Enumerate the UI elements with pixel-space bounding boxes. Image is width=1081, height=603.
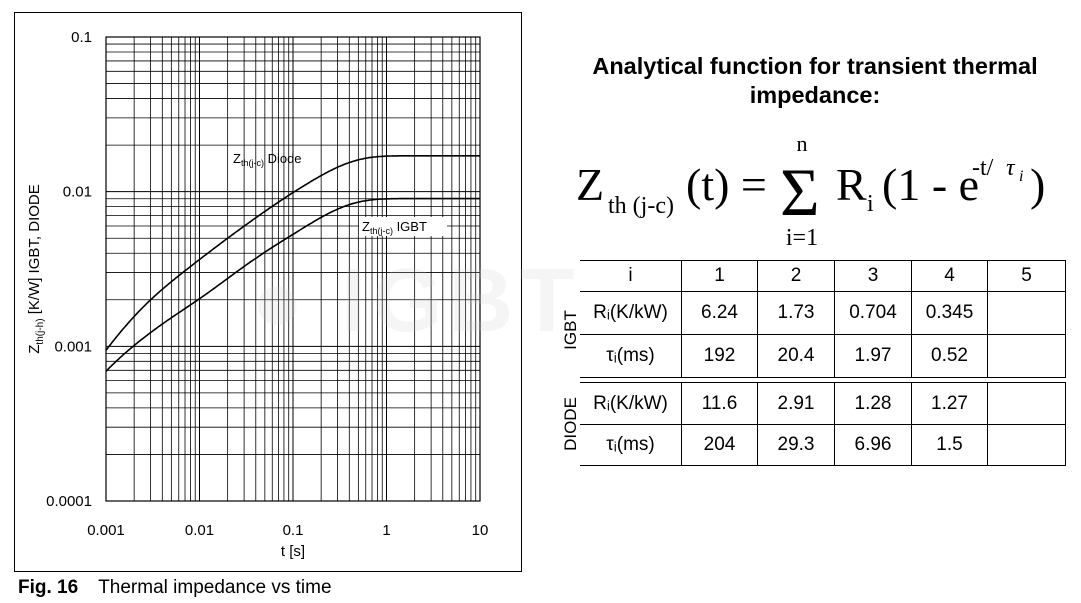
table-cell: 20.4 (757, 334, 835, 378)
table-row: Rᵢ(K/kW) 6.24 1.73 0.704 0.345 (580, 291, 1066, 335)
y-tick-label: 0.001 (54, 338, 92, 355)
x-axis-label: t [s] (281, 543, 305, 560)
figure-label: Fig. 16 (18, 577, 79, 598)
table-cell: 192 (681, 334, 758, 378)
table-cell (987, 291, 1066, 335)
table-cell: 1.27 (911, 382, 988, 425)
table-header-cell: 4 (911, 260, 988, 292)
formula-sigma: Σ (780, 154, 820, 230)
x-tick-label: 0.001 (87, 522, 125, 539)
x-tick-label: 1 (382, 522, 390, 539)
y-tick-label: 0.01 (63, 184, 92, 201)
formula-sum-top: n (797, 135, 808, 156)
formula-r: R (836, 159, 867, 210)
series-label: Zth(j-c) Diode (233, 151, 302, 168)
thermal-impedance-chart: 0.001 0.01 0.1 1 10 0.1 0.01 0.001 0.0001 t [s] Zt… (26, 29, 489, 560)
table-cell: 0.345 (911, 291, 988, 335)
row-label: τᵢ(ms) (580, 334, 682, 378)
row-label: τᵢ(ms) (580, 424, 682, 466)
table-cell: 11.6 (681, 382, 758, 425)
formula-sum-bottom: i=1 (786, 225, 818, 250)
igbt-side-label: IGBT (561, 310, 580, 350)
row-label: Rᵢ(K/kW) (580, 291, 682, 335)
figure-caption: Fig. 16 Thermal impedance vs time (18, 577, 332, 599)
y-tick-label: 0.0001 (46, 493, 92, 510)
chart-frame (14, 12, 522, 572)
figure-caption-text: Thermal impedance vs time (98, 577, 332, 598)
diode-side-label: DIODE (561, 397, 580, 451)
table-cell (987, 424, 1066, 466)
table-header-cell: i (580, 260, 682, 292)
formula-exp: -t/ (972, 155, 994, 181)
table-cell: 1.28 (834, 382, 912, 425)
x-tick-label: 10 (472, 522, 489, 539)
table-header-cell: 2 (757, 260, 835, 292)
table-cell: 6.24 (681, 291, 758, 335)
table-header-cell: 5 (987, 260, 1066, 292)
table-row: Rᵢ(K/kW) 11.6 2.91 1.28 1.27 (580, 382, 1066, 425)
table-cell: 6.96 (834, 424, 912, 466)
formula-z-sub: th (j-c) (608, 193, 674, 219)
series-line (105, 197, 480, 372)
table-cell: 0.704 (834, 291, 912, 335)
table-cell: 204 (681, 424, 758, 466)
series-label: Zth(j-c) IGBT (362, 219, 427, 236)
plot-border (105, 36, 481, 502)
igbt-parameter-table: i 1 2 3 4 5 Rᵢ(K/kW) 6.24 1.73 0.704 0.3… (580, 260, 1066, 378)
table-cell: 1.97 (834, 334, 912, 378)
row-label: Rᵢ(K/kW) (580, 382, 682, 425)
y-axis-label: Zth(j-h) [K/W] IGBT, DIODE (26, 184, 46, 353)
formula-tau: τ (1006, 155, 1016, 181)
formula-close: ) (1030, 159, 1045, 210)
formula-paren: (1 - e (882, 159, 979, 210)
formula-tau-sub: i (1019, 168, 1023, 185)
table-row: τᵢ(ms) 192 20.4 1.97 0.52 (580, 334, 1066, 378)
formula-arg: (t) = (686, 159, 767, 210)
table-cell (987, 334, 1066, 378)
table-cell: 1.73 (757, 291, 835, 335)
diode-parameter-table: Rᵢ(K/kW) 11.6 2.91 1.28 1.27 τᵢ(ms) 204 … (580, 382, 1066, 466)
formula-z: Z (576, 159, 604, 210)
table-row: τᵢ(ms) 204 29.3 6.96 1.5 (580, 424, 1066, 466)
table-cell (987, 382, 1066, 425)
thermal-impedance-formula: Z th (j-c) (t) = n Σ i=1 R i (1 - e -t/ … (576, 135, 1045, 250)
series-line (105, 155, 480, 351)
y-tick-label: 0.1 (71, 29, 92, 46)
x-tick-label: 0.1 (283, 522, 304, 539)
table-cell: 1.5 (911, 424, 988, 466)
series-label-background (359, 217, 447, 236)
formula-r-sub: i (867, 191, 874, 217)
table-header-cell: 3 (834, 260, 912, 292)
x-tick-label: 0.01 (185, 522, 214, 539)
formula-title: Analytical function for transient therma… (592, 53, 1038, 108)
table-cell: 2.91 (757, 382, 835, 425)
table-cell: 0.52 (911, 334, 988, 378)
table-header-cell: 1 (681, 260, 758, 292)
table-cell: 29.3 (757, 424, 835, 466)
table-header-row: i 1 2 3 4 5 (580, 260, 1066, 292)
